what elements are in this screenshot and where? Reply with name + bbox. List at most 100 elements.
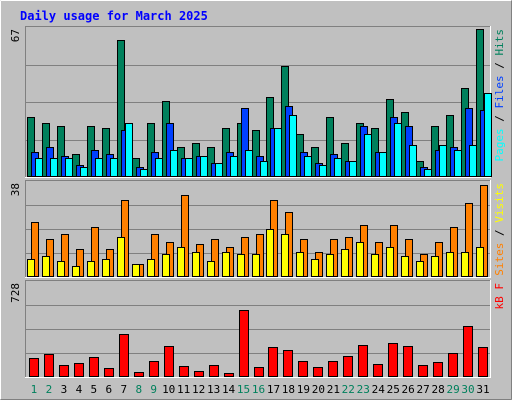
bar-sites-day-11 xyxy=(177,247,185,277)
bar-pages-day-26 xyxy=(409,145,417,177)
bar-pages-day-31 xyxy=(484,93,492,177)
day-label: 11 xyxy=(177,383,190,396)
bar-kb-day-25 xyxy=(388,343,398,377)
bar-kb-day-24 xyxy=(373,364,383,377)
panel-legend: Pages / Files / Hits xyxy=(493,29,506,162)
day-label: 28 xyxy=(431,383,444,396)
series-pages xyxy=(35,93,492,177)
day-label: 25 xyxy=(387,383,400,396)
day-label: 12 xyxy=(192,383,205,396)
legend-spacer xyxy=(493,56,506,63)
day-label: 31 xyxy=(476,383,489,396)
bar-sites-day-26 xyxy=(401,256,409,277)
legend-spacer xyxy=(493,69,506,76)
bar-pages-day-19 xyxy=(304,156,312,177)
bar-pages-day-27 xyxy=(424,169,432,177)
bar-kb-day-1 xyxy=(29,358,39,377)
bar-sites-day-31 xyxy=(476,247,484,277)
day-label: 26 xyxy=(402,383,415,396)
bar-kb-day-2 xyxy=(44,354,54,377)
bar-sites-day-8 xyxy=(132,264,140,277)
bar-kb-day-9 xyxy=(149,361,159,377)
bar-kb-day-14 xyxy=(224,373,234,377)
legend-entry: Sites xyxy=(493,243,506,276)
day-label: 29 xyxy=(446,383,459,396)
bar-sites-day-28 xyxy=(431,256,439,277)
day-label: 1 xyxy=(31,383,38,396)
series-kb xyxy=(29,310,488,377)
panel-visits-sites: 38 Sites / Visits xyxy=(9,180,506,278)
bar-pages-day-12 xyxy=(200,156,208,177)
bar-sites-day-29 xyxy=(446,252,454,277)
bar-pages-day-21 xyxy=(334,158,342,177)
day-label: 16 xyxy=(252,383,265,396)
bar-sites-day-19 xyxy=(296,252,304,277)
legend-spacer xyxy=(493,109,506,116)
bar-pages-day-22 xyxy=(349,161,357,177)
bar-sites-day-1 xyxy=(27,259,35,277)
day-label: 17 xyxy=(267,383,280,396)
bar-pages-day-23 xyxy=(364,134,372,177)
bar-pages-day-30 xyxy=(469,145,477,177)
day-label: 6 xyxy=(106,383,113,396)
bar-pages-day-4 xyxy=(80,167,88,177)
bar-kb-day-11 xyxy=(179,366,189,377)
bar-sites-day-30 xyxy=(461,252,469,277)
bar-pages-day-29 xyxy=(454,150,462,177)
bar-kb-day-30 xyxy=(463,326,473,377)
bar-pages-day-24 xyxy=(379,152,387,177)
day-label: 19 xyxy=(297,383,310,396)
bar-kb-day-31 xyxy=(478,347,488,377)
legend-entry: Files xyxy=(493,75,506,108)
day-label: 30 xyxy=(461,383,474,396)
bar-kb-day-5 xyxy=(89,357,99,377)
bar-kb-day-12 xyxy=(194,371,204,377)
legend-entry: / xyxy=(493,229,506,236)
legend-entry: kB xyxy=(493,296,506,310)
day-label: 22 xyxy=(342,383,355,396)
bar-sites-day-27 xyxy=(416,261,424,277)
bar-pages-day-6 xyxy=(110,158,118,177)
bar-sites-day-12 xyxy=(192,252,200,277)
chart-panels: 67 Pages / Files / Hits 38 Sites / Visits 72… xyxy=(9,26,506,378)
bar-sites-day-9 xyxy=(147,259,155,277)
x-axis-day-labels: 1 2 3 4 5 6 7 8 9 10 11 12 13 14 15 16 17 18 19 20 21 22 23 24 2… xyxy=(31,383,490,396)
y-scale-max-label: 728 xyxy=(9,283,22,303)
bar-sites-day-16 xyxy=(252,254,260,277)
bar-pages-day-13 xyxy=(215,163,223,177)
legend-entry: Pages xyxy=(493,128,506,161)
day-label: 14 xyxy=(222,383,236,396)
bar-pages-day-20 xyxy=(319,165,327,177)
bar-sites-day-14 xyxy=(222,252,230,277)
bar-kb-day-16 xyxy=(254,367,264,377)
bar-sites-day-3 xyxy=(57,261,65,277)
bar-pages-day-1 xyxy=(35,158,43,177)
day-label: 10 xyxy=(162,383,175,396)
legend-entry: / xyxy=(493,62,506,69)
legend-entry: Hits xyxy=(493,29,506,56)
bar-sites-day-4 xyxy=(72,266,80,277)
bar-kb-day-27 xyxy=(418,365,428,377)
bar-kb-day-15 xyxy=(239,310,249,377)
bar-sites-day-6 xyxy=(102,259,110,277)
day-label: 21 xyxy=(327,383,340,396)
bar-pages-day-10 xyxy=(170,150,178,177)
bar-pages-day-11 xyxy=(185,158,193,177)
bar-kb-day-3 xyxy=(59,365,69,377)
panel-hits-files-pages: 67 Pages / Files / Hits xyxy=(9,26,506,178)
bar-sites-day-15 xyxy=(237,254,245,277)
bar-pages-day-2 xyxy=(50,158,58,177)
day-label: 18 xyxy=(282,383,295,396)
bar-pages-day-14 xyxy=(230,156,238,177)
bar-kb-day-23 xyxy=(358,345,368,377)
bar-sites-day-2 xyxy=(42,256,50,277)
bar-kb-day-17 xyxy=(268,347,278,377)
bar-kb-day-18 xyxy=(283,350,293,377)
legend-spacer xyxy=(493,236,506,243)
day-label: 9 xyxy=(150,383,157,396)
bar-pages-day-17 xyxy=(274,128,282,177)
bar-kb-day-21 xyxy=(328,361,338,377)
day-label: 2 xyxy=(46,383,53,396)
legend-spacer xyxy=(493,290,506,297)
